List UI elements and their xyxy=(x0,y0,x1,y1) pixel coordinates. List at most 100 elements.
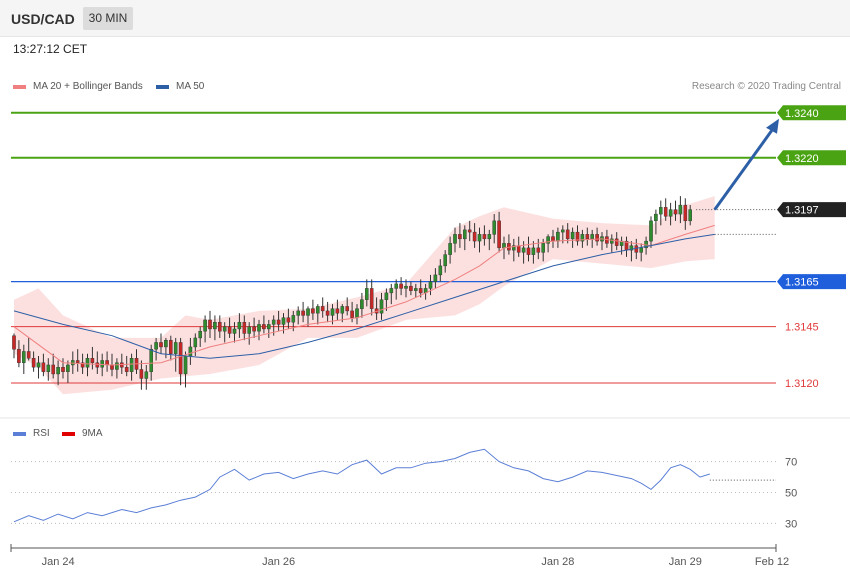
candle-body xyxy=(61,367,65,372)
level-label-1.3197: 1.3197 xyxy=(785,205,819,217)
candle-body xyxy=(296,310,301,316)
candle-body xyxy=(521,247,526,253)
candle-body xyxy=(66,364,70,372)
candle-body xyxy=(164,339,168,348)
chart-header: USD/CAD 30 MIN xyxy=(0,0,850,37)
candle-body xyxy=(428,281,433,289)
candle-body xyxy=(168,339,173,354)
level-tag-1.3220 xyxy=(777,150,846,166)
candle-body xyxy=(536,247,541,253)
level-label-1.3145: 1.3145 xyxy=(785,322,819,334)
candle-body xyxy=(512,245,516,251)
candle-body xyxy=(100,360,104,368)
candle-body xyxy=(36,362,41,368)
candle-body xyxy=(467,229,472,233)
level-label-1.3120: 1.3120 xyxy=(785,378,819,390)
candle-body xyxy=(453,234,457,244)
rsi-tick-label: 30 xyxy=(785,518,797,530)
candle-body xyxy=(31,358,36,368)
candle-body xyxy=(208,319,212,330)
candle-body xyxy=(463,229,467,240)
level-tag-1.3197 xyxy=(777,202,846,218)
candle-body xyxy=(384,292,389,300)
candle-body xyxy=(262,324,266,330)
timeframe-button[interactable]: 30 MIN xyxy=(83,7,133,30)
ma20-label: MA 20 + Bollinger Bands xyxy=(33,81,143,92)
candle-body xyxy=(257,324,261,332)
candle-body xyxy=(124,367,129,372)
candle-body xyxy=(115,362,119,370)
candle-body xyxy=(252,326,256,332)
candle-body xyxy=(389,288,394,294)
candle-body xyxy=(330,308,335,316)
projection-arrow-shaft xyxy=(713,127,775,211)
candle-body xyxy=(668,209,673,217)
candle-body xyxy=(188,346,193,357)
level-label-1.3240: 1.3240 xyxy=(785,108,819,120)
candle-body xyxy=(438,265,443,276)
candle-body xyxy=(320,306,325,312)
candle-body xyxy=(404,285,408,289)
rsi-swatch xyxy=(13,431,26,436)
copyright-text: Research © 2020 Trading Central xyxy=(691,81,841,92)
candle-body xyxy=(213,321,217,330)
candle-body xyxy=(75,360,80,363)
candle-body xyxy=(531,247,536,255)
candle-body xyxy=(80,362,85,368)
candle-body xyxy=(482,234,487,240)
candle-body xyxy=(129,358,134,372)
candle-body xyxy=(565,229,570,240)
candle-body xyxy=(580,234,585,242)
candle-body xyxy=(663,207,668,217)
candle-body xyxy=(217,321,222,332)
candle-body xyxy=(149,349,154,372)
ma9-label: 9MA xyxy=(82,428,103,439)
candle-body xyxy=(418,288,423,294)
candle-body xyxy=(433,274,438,282)
candle-body xyxy=(409,285,413,291)
candle-body xyxy=(203,319,207,332)
level-label-1.3165: 1.3165 xyxy=(785,277,819,289)
x-tick-label: Jan 24 xyxy=(42,556,75,568)
candle-body xyxy=(276,319,281,325)
x-tick-label: Feb 12 xyxy=(755,556,789,568)
candle-body xyxy=(659,207,663,215)
pair-title: USD/CAD xyxy=(11,11,75,27)
candle-body xyxy=(585,234,590,240)
rsi-tick-label: 50 xyxy=(785,488,797,500)
level-tag-1.3240 xyxy=(777,105,846,121)
candle-body xyxy=(110,364,114,370)
candle-body xyxy=(654,213,658,222)
legend-ma50: MA 50 xyxy=(156,81,204,92)
legend-9ma: 9MA xyxy=(62,428,103,439)
candle-body xyxy=(301,310,305,316)
candle-body xyxy=(595,234,599,242)
candle-body xyxy=(90,358,95,363)
candle-body xyxy=(325,310,330,316)
candle-body xyxy=(360,299,364,309)
x-tick-label: Jan 28 xyxy=(541,556,574,568)
candle-body xyxy=(154,342,158,350)
candle-body xyxy=(198,330,203,339)
candle-body xyxy=(46,364,51,372)
candle-body xyxy=(286,317,291,323)
candle-body xyxy=(22,351,26,363)
candle-body xyxy=(614,238,619,246)
ma9-swatch xyxy=(62,431,75,436)
candle-body xyxy=(414,288,418,291)
candle-body xyxy=(95,362,100,368)
candle-body xyxy=(85,358,90,368)
candle-body xyxy=(311,308,315,314)
projection-arrowhead xyxy=(766,118,779,134)
x-tick-label: Jan 26 xyxy=(262,556,295,568)
legend-ma20: MA 20 + Bollinger Bands xyxy=(13,81,143,92)
candle-body xyxy=(610,238,614,244)
candle-body xyxy=(193,337,198,348)
candle-body xyxy=(271,319,276,325)
candle-body xyxy=(350,310,354,318)
candle-body xyxy=(399,283,403,289)
candle-body xyxy=(472,231,477,242)
rsi-line xyxy=(13,448,710,523)
candle-body xyxy=(678,204,683,215)
